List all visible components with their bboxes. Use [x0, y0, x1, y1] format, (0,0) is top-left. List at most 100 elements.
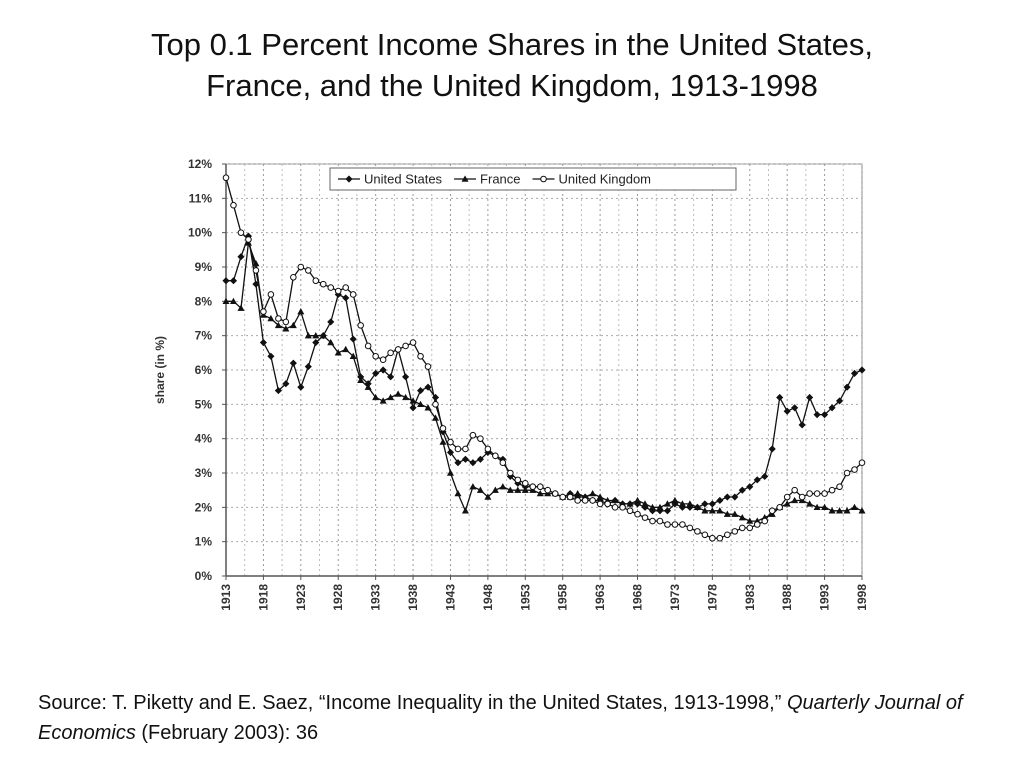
france-point [611, 496, 619, 504]
uk-point [379, 356, 387, 363]
france-point [589, 489, 597, 497]
uk-point [267, 291, 275, 298]
uk-point [589, 497, 596, 504]
uk-point [836, 483, 843, 491]
uk-point [514, 476, 522, 484]
series-united-kingdom [222, 174, 866, 542]
x-tick-label: 1953 [518, 584, 532, 611]
uk-point [364, 342, 372, 350]
uk-point [327, 284, 335, 291]
chart-grid [225, 163, 863, 577]
us-point [424, 383, 432, 391]
uk-point [402, 342, 409, 350]
us-point [776, 393, 784, 402]
y-tick-label: 11% [189, 191, 213, 205]
uk-point [731, 528, 739, 535]
us-point [229, 277, 238, 285]
uk-point [484, 445, 492, 453]
uk-point [447, 438, 454, 446]
us-point [379, 366, 387, 374]
france-point [267, 314, 275, 322]
uk-point [851, 466, 858, 473]
uk-point [828, 486, 836, 494]
x-tick-label: 1943 [443, 584, 457, 611]
france-point [723, 510, 731, 517]
uk-point [394, 346, 402, 353]
y-tick-label: 9% [195, 260, 213, 274]
y-tick-label: 6% [195, 363, 213, 377]
y-tick-label: 12% [188, 157, 212, 171]
france-point [686, 500, 694, 507]
uk-point [813, 490, 821, 497]
uk-point [559, 493, 567, 501]
y-tick-label: 5% [195, 397, 213, 411]
source-suffix: (February 2003): 36 [135, 722, 319, 744]
us-point [289, 359, 297, 367]
x-tick-label: 1973 [668, 584, 682, 611]
uk-point [454, 445, 462, 453]
us-point [738, 486, 746, 494]
france-point [641, 500, 649, 507]
chart-legend: United States France United Kingdom [329, 167, 737, 191]
uk-point [319, 280, 327, 288]
france-point [663, 500, 671, 507]
france-point [394, 390, 402, 397]
uk-point [252, 267, 260, 274]
france-point [387, 393, 395, 401]
us-point [282, 380, 290, 388]
france-point [237, 304, 245, 311]
us-point [387, 373, 395, 381]
chart-axes: 0% 1% 2% 3% 4% 5% 6% 7% 8% 9% 10% 11% 12% 1913 1918 192… [153, 157, 869, 611]
us-point [274, 387, 282, 395]
france-point [342, 345, 350, 353]
france-point [439, 438, 447, 445]
uk-point [791, 486, 798, 494]
y-tick-label: 4% [195, 432, 213, 446]
uk-point [634, 510, 641, 518]
legend-label: France [480, 172, 520, 187]
uk-point [619, 504, 626, 511]
uk-point [776, 504, 783, 511]
france-point [634, 496, 642, 504]
france-point [364, 383, 372, 390]
us-point [304, 363, 312, 371]
uk-point [469, 431, 477, 439]
legend-label: United States [364, 172, 443, 187]
uk-point [768, 507, 776, 515]
uk-point [312, 277, 320, 285]
france-point [536, 489, 544, 497]
france-point [693, 503, 701, 511]
uk-point [686, 524, 694, 532]
us-point [746, 483, 754, 491]
france-point [334, 349, 342, 356]
france-point [731, 510, 739, 517]
chart-series [222, 174, 866, 542]
uk-point [409, 339, 417, 346]
us-point [850, 369, 859, 377]
france-point [446, 469, 454, 476]
uk-point [709, 534, 716, 542]
us-point [416, 387, 425, 395]
x-tick-label: 1998 [855, 584, 869, 611]
us-point [835, 397, 844, 405]
france-point [304, 332, 312, 339]
legend-label: United Kingdom [559, 172, 652, 187]
france-point [821, 503, 829, 511]
france-point [521, 486, 529, 493]
uk-point [529, 483, 537, 491]
france-point [417, 400, 425, 408]
us-point [237, 253, 245, 261]
us-point [806, 393, 814, 402]
france-point [297, 308, 305, 315]
income-share-chart: 0% 1% 2% 3% 4% 5% 6% 7% 8% 9% 10% 11% 12% 1913 1918 192… [153, 157, 869, 611]
us-point [327, 318, 335, 326]
france-point [454, 489, 462, 497]
uk-point [237, 229, 245, 236]
uk-point [843, 469, 851, 477]
us-point [791, 404, 799, 412]
us-point [731, 493, 739, 501]
us-point [259, 338, 267, 347]
y-tick-label: 10% [188, 226, 212, 240]
france-point [327, 338, 335, 346]
uk-point [649, 517, 656, 525]
